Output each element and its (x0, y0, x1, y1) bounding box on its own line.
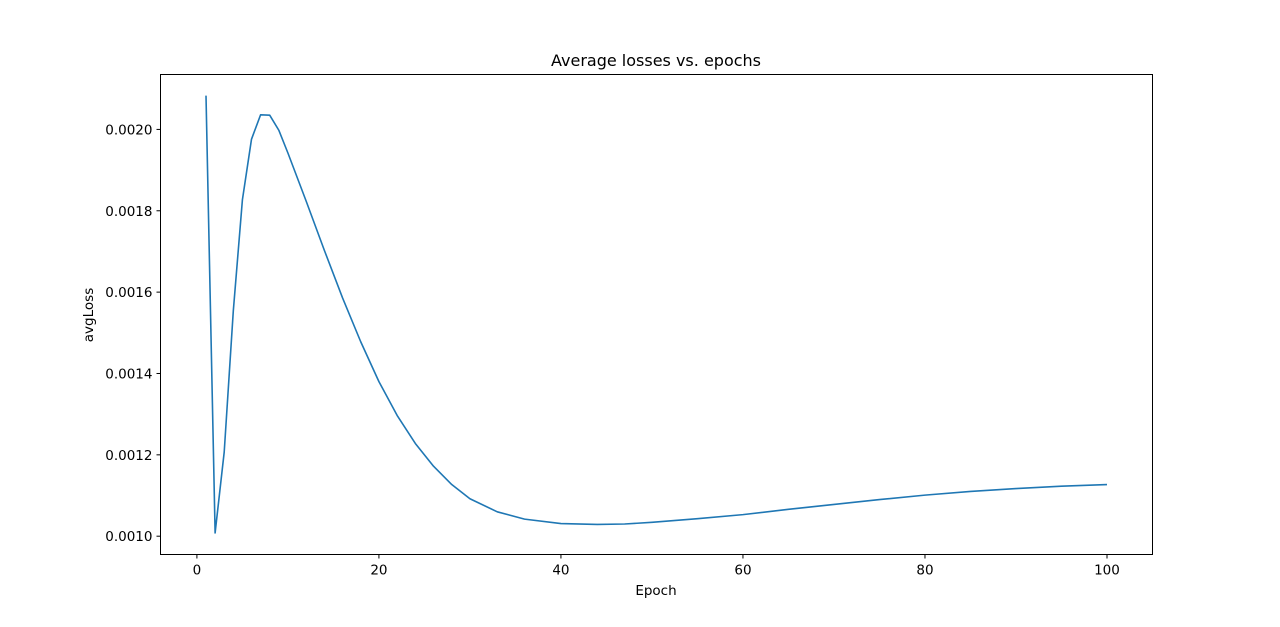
x-tick-label: 60 (734, 563, 751, 579)
series-line (205, 95, 1108, 534)
y-tick-label: 0.0016 (105, 285, 152, 301)
x-tick-label: 0 (193, 563, 202, 579)
y-tick-label: 0.0012 (105, 448, 152, 464)
y-axis-ticks: 0.0010 0.0012 0.0014 0.0016 0.0018 0.0020 (105, 122, 161, 545)
plot-area-frame (160, 74, 1153, 555)
x-tick-label: 40 (552, 563, 569, 579)
y-tick-label: 0.0018 (105, 204, 152, 220)
x-axis-ticks: 0 20 40 60 80 100 (193, 554, 1120, 579)
chart-title: Average losses vs. epochs (551, 51, 761, 70)
x-axis-label: Epoch (635, 583, 676, 599)
y-tick-label: 0.0010 (105, 529, 152, 545)
y-tick-label: 0.0014 (105, 366, 152, 382)
x-tick-label: 80 (916, 563, 933, 579)
x-tick-label: 20 (370, 563, 387, 579)
y-axis-label: avgLoss (81, 288, 97, 342)
y-tick-label: 0.0020 (105, 122, 152, 138)
x-tick-label: 100 (1094, 563, 1120, 579)
